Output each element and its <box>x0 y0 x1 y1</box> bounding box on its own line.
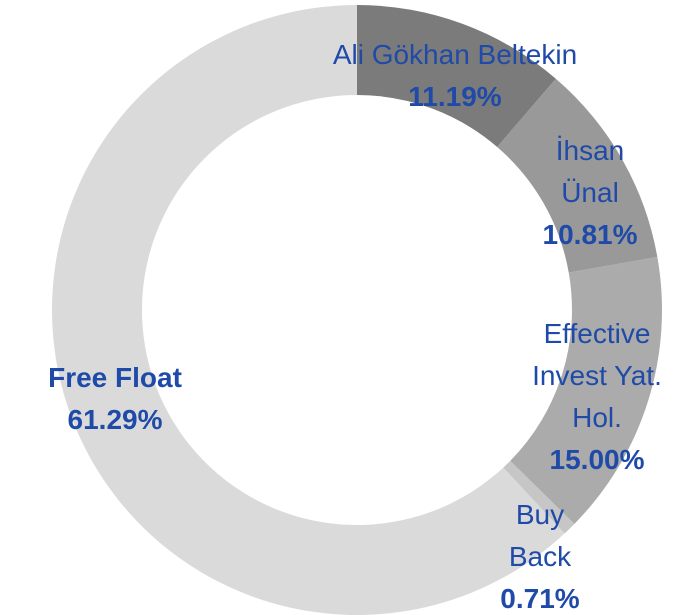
value-label: 15.00% <box>549 444 645 475</box>
slice-label: İhsan Ünal 10.81% <box>530 130 650 256</box>
donut-slice <box>503 460 575 534</box>
category-label: Effective Invest Yat. Hol. <box>532 318 662 433</box>
value-label: 61.29% <box>67 404 163 435</box>
value-label: 10.81% <box>542 219 638 250</box>
category-label: İhsan Ünal <box>555 135 625 208</box>
slice-label: Buy Back 0.71% <box>490 494 590 615</box>
value-label: 0.71% <box>500 583 580 614</box>
slice-label: Ali Gökhan Beltekin 11.19% <box>245 34 665 118</box>
category-label: Ali Gökhan Beltekin <box>332 39 578 70</box>
category-label: Buy Back <box>508 499 572 572</box>
donut-slice <box>357 5 556 147</box>
slice-label: Free Float 61.29% <box>5 357 225 441</box>
donut-slice <box>510 257 663 524</box>
category-label: Free Float <box>48 362 182 393</box>
donut-slice <box>52 5 565 615</box>
value-label: 11.19% <box>408 81 502 112</box>
donut-slice <box>497 78 658 273</box>
slice-label: Effective Invest Yat. Hol. 15.00% <box>507 313 687 481</box>
